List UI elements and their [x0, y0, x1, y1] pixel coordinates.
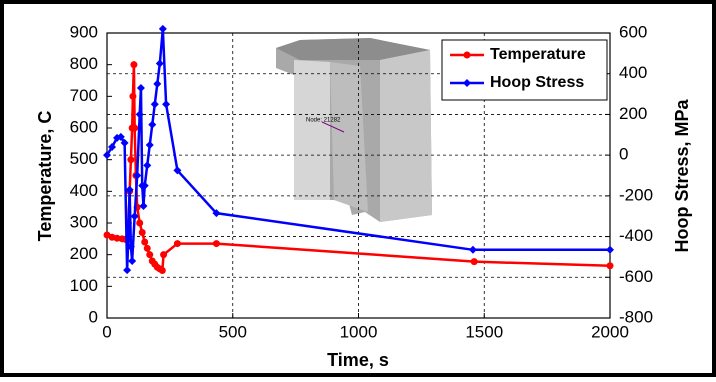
legend-label: Temperature — [490, 46, 586, 63]
legend: Temperature Hoop Stress — [442, 40, 607, 100]
y-tick-label: 400 — [70, 181, 98, 200]
inset-face — [380, 50, 432, 222]
y2-tick-label: -200 — [619, 185, 653, 204]
marker — [471, 258, 478, 265]
marker — [144, 245, 151, 252]
x-tick-label: 0 — [102, 322, 111, 341]
y-tick-label: 300 — [70, 212, 98, 231]
marker — [131, 125, 138, 132]
y-tick-label: 900 — [70, 22, 98, 41]
legend-label: Hoop Stress — [490, 74, 584, 91]
y-axis-title: Temperature, C — [35, 111, 55, 242]
marker — [174, 240, 181, 247]
y2-axis-title: Hoop Stress, MPa — [672, 98, 692, 252]
y-tick-label: 100 — [70, 276, 98, 295]
marker — [130, 61, 137, 68]
x-axis-title: Time, s — [327, 350, 389, 370]
y-tick-label: 500 — [70, 149, 98, 168]
y-tick-label: 700 — [70, 86, 98, 105]
y-tick-label: 600 — [70, 117, 98, 136]
y2-tick-label: 200 — [619, 104, 647, 123]
y2-tick-label: 400 — [619, 63, 647, 82]
y-tick-label: 200 — [70, 244, 98, 263]
marker — [159, 267, 166, 274]
y2-tick-label: -400 — [619, 226, 653, 245]
marker — [127, 156, 134, 163]
chart: Node: 21282 Time, s Temperature, C Hoop … — [0, 0, 716, 377]
marker — [607, 262, 614, 269]
inset-image: Node: 21282 — [276, 38, 432, 222]
marker — [141, 239, 148, 246]
marker — [136, 220, 143, 227]
y-tick-label: 0 — [89, 307, 98, 326]
y-tick-label: 800 — [70, 54, 98, 73]
marker — [129, 93, 136, 100]
marker — [213, 240, 220, 247]
marker — [160, 251, 167, 258]
y2-tick-label: 0 — [619, 145, 628, 164]
y2-tick-label: -800 — [619, 307, 653, 326]
annotation: Node: 21282 — [306, 118, 341, 124]
marker — [139, 229, 146, 236]
marker — [146, 251, 153, 258]
x-tick-label: 1500 — [465, 322, 503, 341]
legend-marker — [464, 52, 471, 59]
y2-tick-label: 600 — [619, 22, 647, 41]
y2-tick-label: -600 — [619, 267, 653, 286]
inset-face — [294, 60, 330, 200]
x-tick-label: 1000 — [340, 322, 378, 341]
x-tick-label: 500 — [219, 322, 247, 341]
